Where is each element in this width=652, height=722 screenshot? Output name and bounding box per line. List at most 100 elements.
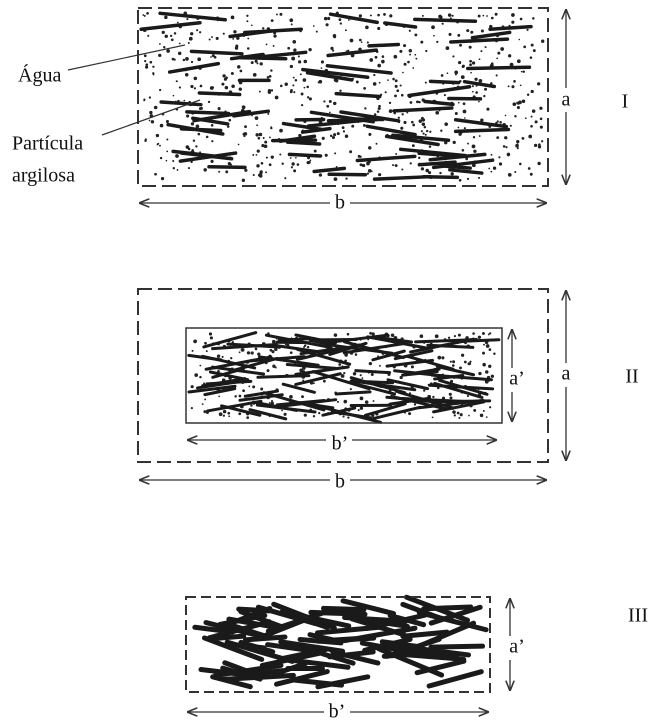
water-dot <box>409 53 411 56</box>
water-dot <box>246 416 250 419</box>
water-dot <box>165 119 169 124</box>
water-dot <box>541 39 545 43</box>
water-dot <box>368 132 372 136</box>
water-dot <box>458 178 462 182</box>
water-dot <box>238 394 242 398</box>
water-dot <box>480 50 483 53</box>
water-dot <box>143 98 146 101</box>
water-dot <box>522 70 526 73</box>
clay-particle <box>386 378 430 391</box>
water-dot <box>258 90 261 93</box>
water-dot <box>330 46 334 50</box>
water-dot <box>342 415 345 418</box>
water-dot <box>453 414 456 417</box>
clay-particle <box>414 338 472 344</box>
water-dot <box>414 33 418 37</box>
water-dot <box>461 353 465 357</box>
clay-particle <box>423 99 455 107</box>
water-dot <box>344 134 349 138</box>
water-dot <box>450 172 454 176</box>
water-dot <box>392 164 395 167</box>
water-dot <box>177 51 182 56</box>
water-dot <box>193 76 198 81</box>
water-dot <box>190 84 194 89</box>
water-dot <box>466 29 470 33</box>
water-dot <box>149 110 153 115</box>
water-dot <box>260 161 264 165</box>
clay-particle <box>470 30 512 40</box>
water-dot <box>523 45 527 49</box>
water-dot <box>238 87 242 91</box>
water-dot <box>519 162 522 166</box>
water-dot <box>293 91 296 94</box>
water-dot <box>359 38 362 42</box>
water-dot <box>225 76 228 80</box>
clay-particle <box>355 154 417 163</box>
water-dot <box>516 59 521 64</box>
water-dot <box>409 101 413 104</box>
water-dot <box>293 49 296 52</box>
water-dot <box>259 170 263 174</box>
water-dot <box>190 407 193 410</box>
water-dot <box>377 106 381 111</box>
water-dot <box>533 143 538 148</box>
water-dot <box>164 15 168 20</box>
clay-particle <box>201 635 265 662</box>
water-dot <box>422 132 425 135</box>
water-dot <box>445 46 450 50</box>
water-dot <box>381 55 385 58</box>
water-dot <box>408 48 412 53</box>
water-dot <box>463 127 466 130</box>
water-dot <box>199 84 203 88</box>
water-dot <box>424 81 427 84</box>
texture <box>139 11 545 690</box>
water-dot <box>147 34 150 37</box>
clay-particle <box>372 174 432 181</box>
water-dot <box>230 71 234 75</box>
water-dot <box>169 34 173 38</box>
water-dot <box>290 88 293 92</box>
water-dot <box>539 106 543 110</box>
water-dot <box>290 166 293 169</box>
water-dot <box>323 100 326 103</box>
water-dot <box>454 73 457 76</box>
water-label: Água <box>18 64 61 87</box>
water-dot <box>412 123 416 127</box>
water-dot <box>361 163 366 168</box>
clay-particle <box>254 50 308 60</box>
water-dot <box>423 389 426 392</box>
water-dot <box>393 54 398 59</box>
water-dot <box>287 46 291 50</box>
water-dot <box>173 32 177 35</box>
water-dot <box>537 161 541 166</box>
clay-particle <box>340 598 397 617</box>
water-dot <box>492 166 497 170</box>
water-dot <box>532 17 535 20</box>
water-dot <box>474 77 478 81</box>
water-dot <box>263 144 268 149</box>
water-dot <box>229 163 233 166</box>
water-dot <box>262 27 265 30</box>
clay-particle <box>391 133 451 142</box>
water-dot <box>217 107 221 111</box>
panel-border <box>137 288 549 463</box>
water-dot <box>339 89 342 92</box>
water-dot <box>410 365 414 369</box>
clay-particle <box>428 79 461 85</box>
water-dot <box>378 81 381 84</box>
panel-label: I <box>622 91 629 113</box>
water-dot <box>482 410 485 412</box>
water-dot <box>480 118 484 122</box>
clay-particle <box>311 370 371 391</box>
water-dot <box>399 49 403 53</box>
water-dot <box>283 412 287 416</box>
water-dot <box>485 344 490 348</box>
water-dot <box>190 32 194 36</box>
water-dot <box>247 47 250 50</box>
water-dot <box>412 67 415 69</box>
water-dot <box>504 136 508 140</box>
water-dot <box>228 415 231 418</box>
water-dot <box>279 12 283 16</box>
water-dot <box>490 170 493 173</box>
clay-particle <box>428 152 487 162</box>
